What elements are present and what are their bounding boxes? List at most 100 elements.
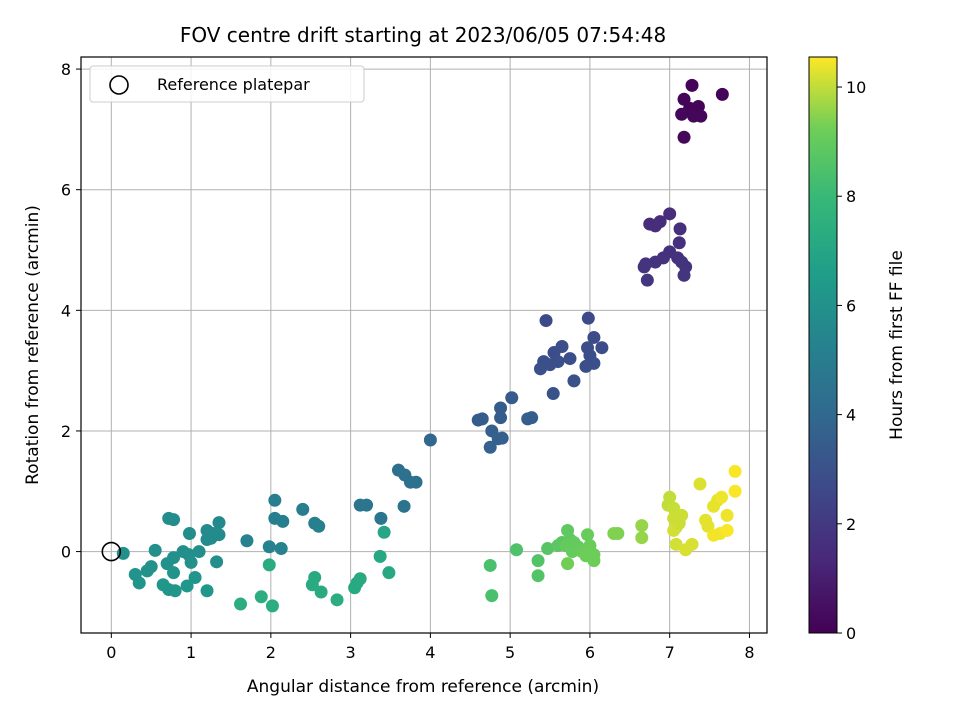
- y-axis-ticks: 0 2 4 6 8: [61, 60, 81, 562]
- data-point: [167, 513, 181, 527]
- data-point: [274, 542, 288, 556]
- data-point: [305, 578, 319, 592]
- colorbar-gradient: [808, 56, 838, 634]
- data-point: [494, 411, 508, 425]
- data-point: [483, 440, 497, 454]
- colorbar-tick-label: 10: [846, 78, 866, 97]
- data-point: [254, 590, 268, 604]
- data-point: [510, 543, 524, 557]
- data-point: [132, 576, 146, 590]
- data-point: [635, 531, 649, 545]
- data-point: [563, 352, 577, 366]
- y-tick-label: 0: [61, 543, 71, 562]
- data-point: [648, 219, 662, 233]
- data-point: [140, 564, 154, 578]
- data-point: [188, 571, 202, 585]
- legend: Reference platepar: [89, 65, 365, 103]
- data-point: [677, 130, 691, 144]
- data-point: [672, 236, 686, 250]
- y-tick-label: 4: [61, 301, 71, 320]
- data-point: [565, 545, 579, 559]
- y-tick-label: 8: [61, 60, 71, 79]
- data-point: [262, 540, 276, 554]
- data-point: [587, 554, 601, 568]
- data-point: [276, 514, 290, 528]
- data-point: [180, 579, 194, 593]
- colorbar-ticks: 0 2 4 6 8 10: [837, 78, 866, 643]
- data-point: [525, 411, 539, 425]
- data-point: [546, 387, 560, 401]
- data-point: [581, 311, 595, 325]
- data-point: [240, 534, 254, 548]
- data-point: [694, 109, 708, 123]
- data-point: [715, 87, 729, 101]
- data-point: [673, 222, 687, 236]
- data-point: [268, 493, 282, 507]
- colorbar-tick-label: 2: [846, 515, 856, 534]
- data-point: [348, 581, 362, 595]
- x-tick-label: 5: [505, 643, 515, 662]
- data-point: [637, 260, 651, 274]
- data-point: [677, 268, 691, 282]
- data-point: [720, 523, 734, 537]
- data-point: [607, 526, 621, 540]
- data-point: [409, 475, 423, 489]
- data-point: [262, 558, 276, 572]
- data-point: [685, 78, 699, 92]
- data-point: [483, 558, 497, 572]
- data-point: [672, 516, 686, 530]
- x-tick-label: 0: [106, 643, 116, 662]
- data-point: [587, 330, 601, 344]
- data-point: [579, 359, 593, 373]
- data-point: [675, 107, 689, 121]
- data-point: [397, 499, 411, 513]
- data-point: [715, 490, 729, 504]
- data-point: [314, 585, 328, 599]
- reference-platepar-marker: [101, 541, 122, 562]
- x-tick-label: 8: [744, 643, 754, 662]
- data-point: [360, 498, 374, 512]
- data-point: [377, 525, 391, 539]
- data-point: [494, 401, 508, 415]
- colorbar-tick-label: 6: [846, 296, 856, 315]
- x-tick-label: 1: [186, 643, 196, 662]
- data-point: [533, 362, 547, 376]
- data-point: [531, 554, 545, 568]
- data-point: [168, 584, 182, 598]
- data-point: [581, 528, 595, 542]
- data-point: [669, 537, 683, 551]
- data-point: [204, 531, 218, 545]
- data-point: [296, 502, 310, 516]
- colorbar: 0 2 4 6 8 10 Hours from first FF file: [808, 56, 907, 643]
- data-point: [210, 555, 224, 569]
- data-point: [485, 589, 499, 603]
- x-tick-label: 7: [665, 643, 675, 662]
- data-point: [471, 413, 485, 427]
- chart-title: FOV centre drift starting at 2023/06/05 …: [180, 23, 666, 47]
- x-tick-label: 4: [425, 643, 435, 662]
- data-point: [539, 314, 553, 328]
- data-point: [182, 526, 196, 540]
- data-point: [212, 516, 226, 530]
- data-point: [330, 593, 344, 607]
- data-point: [635, 519, 649, 533]
- legend-marker: [109, 75, 129, 95]
- data-point: [561, 557, 575, 571]
- data-point: [423, 433, 437, 447]
- data-point: [693, 477, 707, 491]
- data-point: [720, 508, 734, 522]
- data-point: [184, 555, 198, 569]
- colorbar-tick-label: 0: [846, 624, 856, 643]
- y-axis-label: Rotation from reference (arcmin): [23, 205, 43, 485]
- data-point: [234, 597, 248, 611]
- plot-frame: [80, 56, 768, 634]
- legend-entry: Reference platepar: [157, 75, 310, 94]
- colorbar-tick-label: 8: [846, 187, 856, 206]
- x-tick-label: 3: [346, 643, 356, 662]
- x-tick-label: 2: [266, 643, 276, 662]
- data-points: [116, 78, 742, 613]
- data-point: [728, 484, 742, 498]
- data-point: [265, 599, 279, 613]
- x-tick-label: 6: [585, 643, 595, 662]
